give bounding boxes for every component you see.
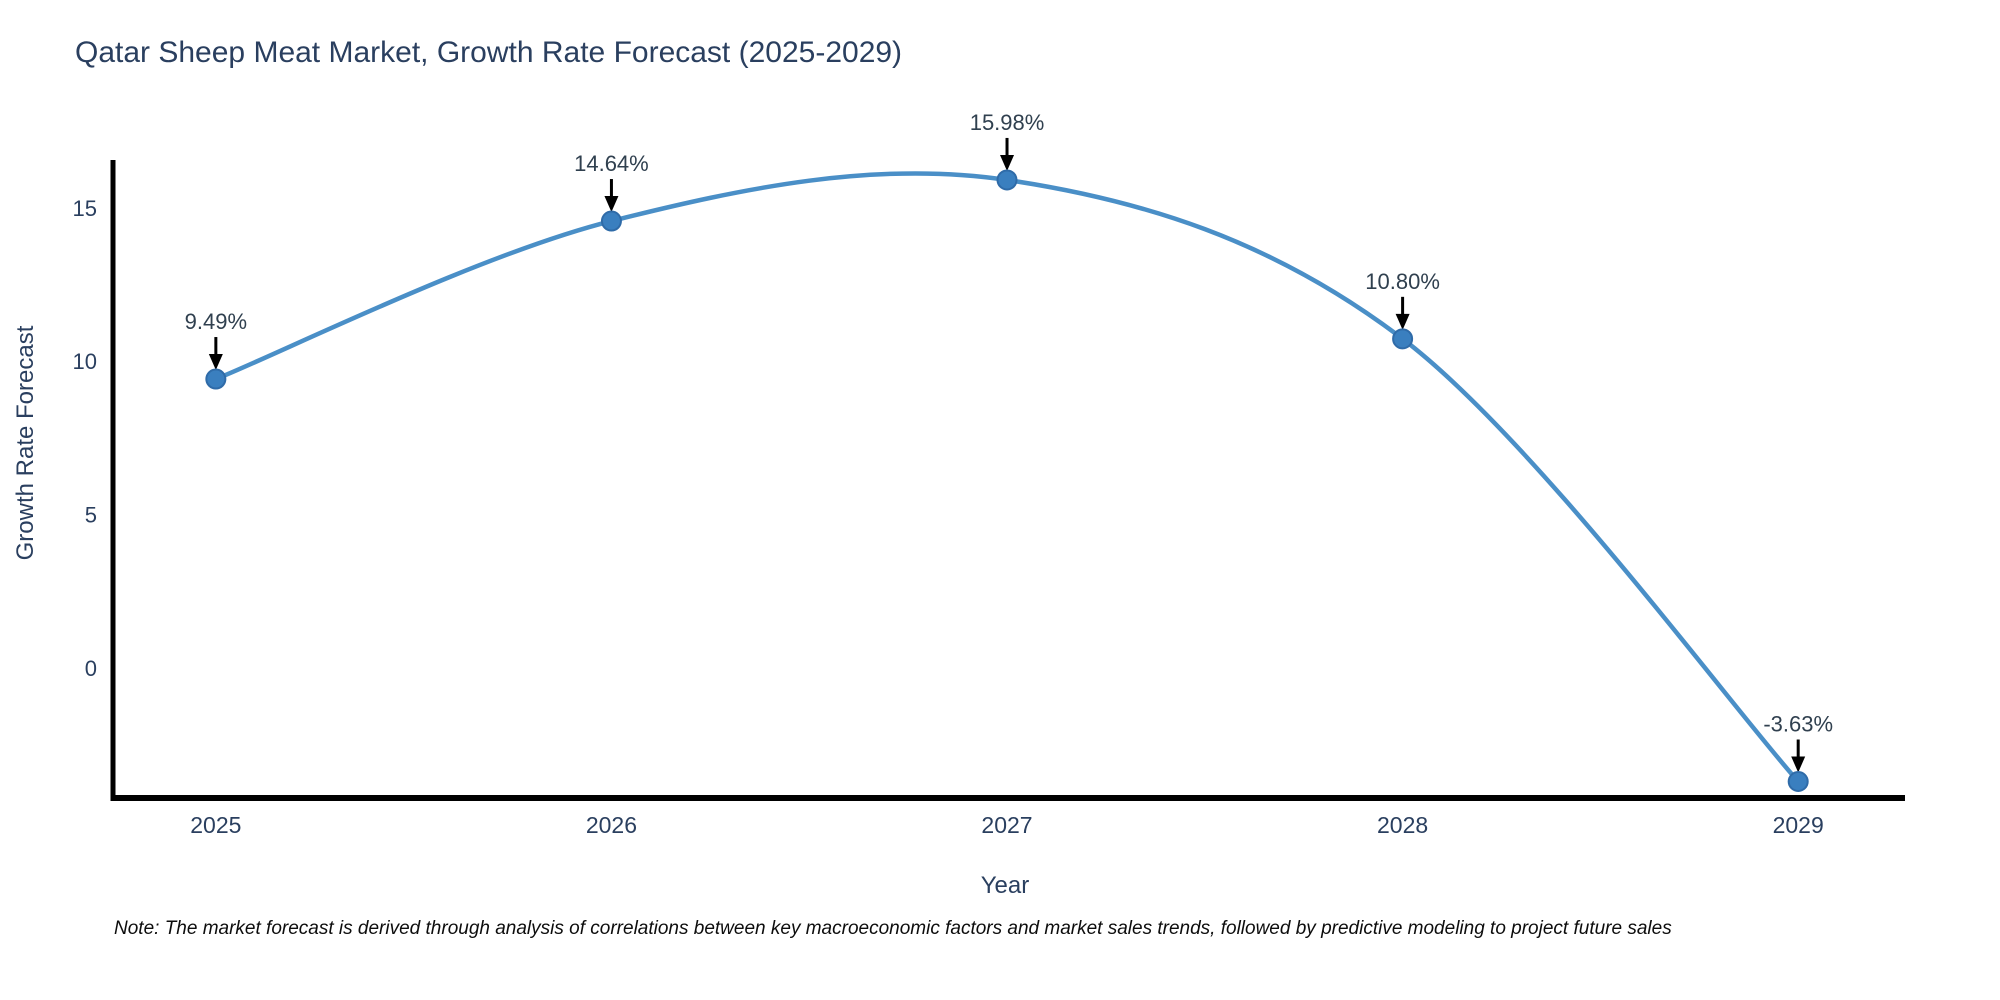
- data-point-marker[interactable]: [600, 210, 622, 232]
- chart-title: Qatar Sheep Meat Market, Growth Rate For…: [75, 36, 903, 69]
- x-axis-title: Year: [980, 872, 1030, 899]
- point-annotation-label: -3.63%: [1763, 712, 1833, 737]
- data-point-marker[interactable]: [1787, 771, 1809, 793]
- x-tick-label: 2025: [190, 812, 241, 838]
- data-point-marker[interactable]: [996, 169, 1018, 191]
- annotation-arrowhead: [1395, 313, 1410, 330]
- point-annotation-label: 14.64%: [574, 151, 649, 176]
- data-point-marker[interactable]: [205, 368, 227, 390]
- chart-note: Note: The market forecast is derived thr…: [114, 918, 1672, 939]
- y-tick-label: 10: [73, 349, 97, 374]
- point-annotation-label: 15.98%: [970, 110, 1045, 135]
- x-tick-label: 2029: [1773, 812, 1824, 838]
- annotation-arrowhead: [604, 196, 619, 213]
- data-point-marker[interactable]: [1392, 328, 1414, 350]
- x-tick-label: 2027: [981, 812, 1032, 838]
- trend-line: [213, 171, 1801, 784]
- y-tick-label: 5: [85, 503, 97, 528]
- annotation-arrowhead: [208, 354, 223, 371]
- point-annotation-label: 10.80%: [1365, 269, 1440, 294]
- x-tick-label: 2028: [1377, 812, 1428, 838]
- y-tick-label: 15: [73, 196, 97, 221]
- point-annotation-label: 9.49%: [185, 309, 247, 334]
- annotation-arrowhead: [1791, 756, 1806, 773]
- x-tick-label: 2026: [586, 812, 637, 838]
- annotation-arrowhead: [1000, 154, 1015, 171]
- y-tick-label: 0: [85, 656, 97, 681]
